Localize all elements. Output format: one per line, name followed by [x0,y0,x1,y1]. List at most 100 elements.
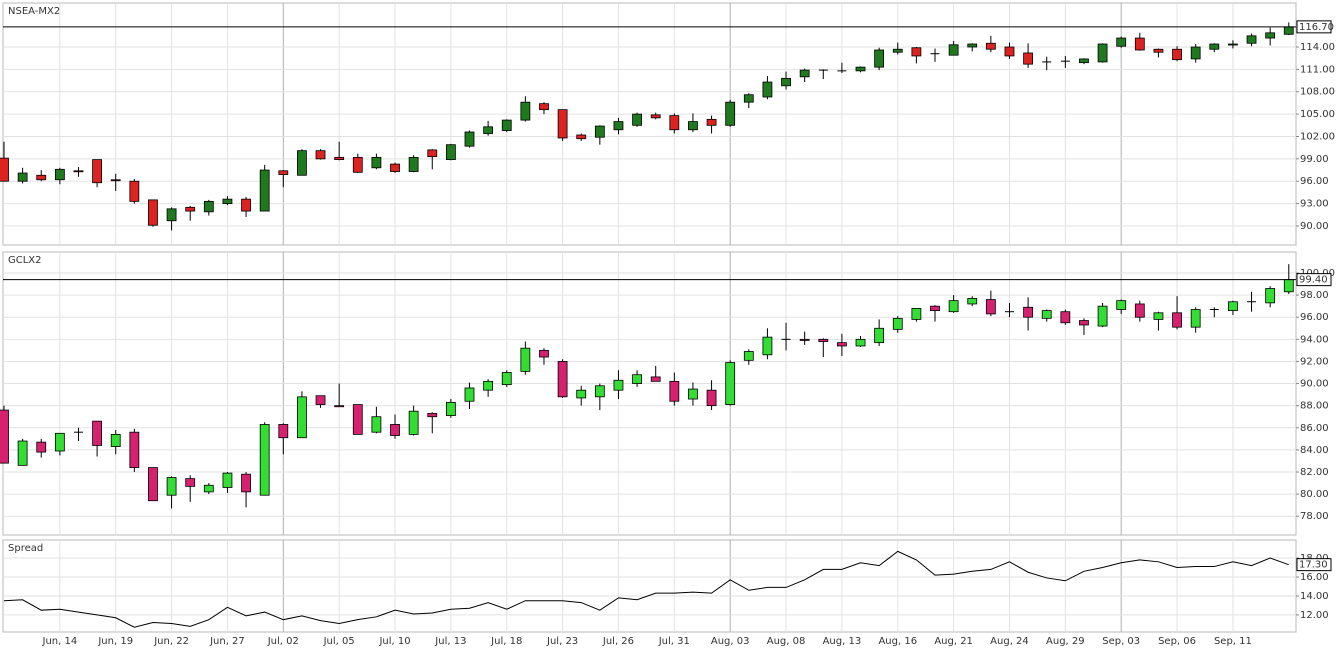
x-tick-label: Jul, 02 [267,636,299,647]
candle-body [1041,310,1052,319]
candle-body [92,159,102,184]
y-tick-label: 90.00 [1300,221,1329,232]
candle-body [501,372,512,386]
panel-frame [2,251,1297,536]
candle-body [445,401,456,417]
candle-body [1079,58,1089,64]
y-tick-label: 88.00 [1300,401,1329,412]
candle-body [17,440,28,466]
candle-body [1023,306,1033,318]
last-value-box [1296,20,1332,34]
candle-body [594,385,605,398]
x-tick-label: Jun, 19 [97,636,133,647]
candle-body [911,47,922,57]
y-tick-label: 105.00 [1300,109,1335,120]
candle-body [222,198,233,205]
candle-body [1190,46,1201,60]
candle-body [390,163,400,172]
candle-body [297,396,307,439]
candle-body [427,149,438,158]
x-tick-label: Sep, 06 [1158,636,1196,647]
candle-body [799,338,810,341]
candle-body [501,119,512,131]
candle-body [1265,32,1276,39]
candle-body [259,169,270,212]
candle-body [874,327,885,344]
candle-body [445,144,456,161]
candle-body [148,199,158,226]
candle-body [203,484,214,493]
candle-body [557,361,568,398]
x-tick-label: Jul, 05 [323,636,355,647]
candle-body [259,424,270,496]
candle-body [818,338,829,342]
candle-body [166,477,177,496]
y-tick-label: 98.00 [1300,290,1329,301]
candle-body [1153,312,1164,320]
y-tick-label: 78.00 [1300,511,1329,522]
candle-body [1097,43,1108,63]
candle-body [129,431,140,468]
last-value-label: 116.70 [1299,22,1334,33]
y-tick-label: 16.00 [1300,572,1329,583]
candle-body [278,424,289,439]
candle-body [1023,52,1033,65]
candle-body [1265,288,1276,304]
last-value-box [1296,558,1332,572]
candle-body [408,156,419,172]
panel-title: Spread [8,543,43,554]
candle-body [688,388,698,400]
candle-body [967,43,978,48]
last-value-box [1296,273,1332,287]
candle-body [557,109,568,139]
candle-body [855,338,866,347]
candle-body [0,157,9,182]
panel-title: NSEA-MX2 [8,6,60,17]
panel-frame [2,539,1297,633]
x-tick-label: Aug, 16 [878,636,917,647]
candle-body [1283,26,1294,35]
candle-body [539,103,549,111]
candle-body [520,347,531,372]
candle-body [148,467,158,502]
candle-body [837,342,847,347]
candle-body [54,432,65,452]
y-tick-label: 86.00 [1300,423,1329,434]
x-tick-label: Jul, 26 [602,636,634,647]
candle-body [632,374,642,384]
candle-body [1228,301,1238,311]
candle-body [520,101,531,121]
candle-body [110,179,121,182]
candle-body [688,121,698,131]
x-tick-label: Aug, 03 [711,636,750,647]
candle-body [1283,279,1294,293]
candle-body [408,410,419,435]
candle-body [464,387,475,402]
y-tick-label: 80.00 [1300,489,1329,500]
candle-body [1209,43,1220,50]
candle-body [799,69,810,78]
candle-body [948,44,959,56]
candle-body [73,170,84,173]
candle-body [36,174,47,181]
candle-body [390,424,400,436]
candle-body [1079,320,1089,326]
candle-body [352,156,363,173]
candle-body [203,200,214,213]
candle-body [632,113,642,126]
candle-body [278,170,289,175]
candle-body [1172,48,1182,61]
panel-title: GCLX2 [8,255,42,266]
candle-body [334,405,345,408]
y-tick-label: 14.00 [1300,591,1329,602]
x-tick-label: Aug, 08 [767,636,806,647]
candle-body [892,317,903,330]
x-tick-label: Jul, 23 [546,636,578,647]
candle-body [371,416,382,433]
candle-body [576,389,587,399]
y-tick-label: 114.00 [1300,42,1335,53]
x-tick-label: Aug, 21 [934,636,973,647]
candle-body [743,351,754,361]
